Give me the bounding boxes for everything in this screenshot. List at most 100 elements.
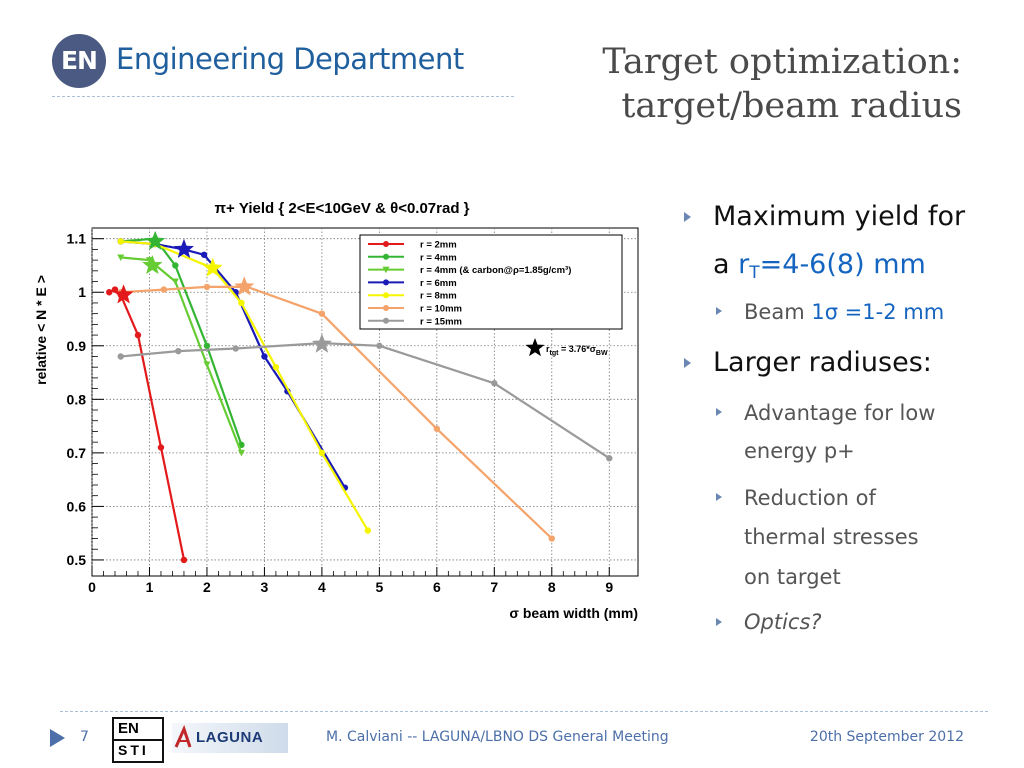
series-point	[261, 353, 268, 360]
series-point	[606, 455, 613, 462]
y-tick-label: 0.7	[67, 445, 87, 461]
laguna-logo: LAGUNA	[172, 723, 288, 753]
en-sti-logo-top: EN	[118, 720, 139, 737]
en-sti-logo: EN STI	[112, 717, 164, 763]
optimum-star-icon	[311, 333, 333, 353]
series-point	[237, 449, 245, 457]
slide-title: Target optimization: target/beam radius	[542, 40, 962, 128]
y-tick-label: 1	[78, 284, 86, 300]
sub-bullet-arrow-icon	[716, 493, 722, 501]
legend-label: r = 15mm	[420, 316, 462, 327]
en-sti-logo-divider	[114, 739, 162, 741]
sub-bullet-arrow-icon	[716, 408, 722, 416]
optimum-star-icon	[113, 284, 134, 304]
x-tick-label: 9	[605, 579, 613, 595]
bullet-optics: Optics?	[744, 610, 822, 634]
legend-swatch-marker	[383, 317, 389, 324]
series-point	[318, 449, 326, 457]
series-point	[376, 342, 383, 349]
legend-swatch-marker	[383, 305, 389, 311]
x-tick-label: 8	[548, 579, 556, 595]
laguna-logo-text: LAGUNA	[196, 729, 264, 746]
series-point	[548, 535, 555, 542]
legend-label: r = 6mm	[420, 278, 457, 289]
bullet-advantage-line1: Advantage for low	[744, 401, 936, 425]
y-tick-label: 0.5	[67, 552, 87, 568]
series-point	[203, 283, 211, 291]
bullet-max-yield-line1: Maximum yield for	[713, 201, 966, 232]
series-point	[157, 444, 165, 451]
chart-title: π+ Yield { 2<E<10GeV & θ<0.07rad }	[214, 200, 469, 217]
x-tick-label: 3	[261, 579, 269, 595]
series-point	[318, 310, 326, 317]
bullet-reduction-line2: thermal stresses	[744, 525, 919, 549]
legend-label: r = 4mm (& carbon@ρ=1.85g/cm³)	[420, 265, 571, 276]
bullet-arrow-icon	[684, 212, 691, 222]
legend-swatch-marker	[383, 292, 389, 299]
optimum-star-icon	[173, 238, 195, 259]
bullet-reduction-line3: on target	[744, 565, 841, 589]
optimum-markers	[113, 230, 333, 353]
series-point	[491, 380, 498, 387]
x-tick-label: 5	[375, 579, 383, 595]
x-tick-label: 2	[203, 579, 211, 595]
footer-arrow-icon	[50, 729, 65, 747]
series-point	[117, 238, 124, 245]
x-axis-label: σ beam width (mm)	[509, 605, 638, 621]
footer-date: 20th September 2012	[809, 729, 964, 745]
bullet-advantage-line2: energy p+	[744, 439, 855, 463]
x-tick-label: 7	[490, 579, 498, 595]
legend-swatch-marker	[383, 279, 389, 286]
series-point	[232, 345, 239, 352]
legend-label: r = 8mm	[420, 291, 457, 302]
annotation-star-icon	[525, 338, 545, 357]
x-tick-label: 4	[318, 579, 326, 595]
y-tick-label: 0.9	[67, 338, 87, 354]
x-tick-label: 0	[88, 579, 96, 595]
series-point	[364, 527, 372, 534]
bullet-larger-radiuses: Larger radiuses:	[713, 347, 932, 378]
header-divider	[52, 96, 514, 97]
sub-bullet-arrow-icon	[716, 307, 722, 315]
bullet-reduction-line1: Reduction of	[744, 486, 876, 510]
series-point	[433, 425, 441, 432]
annotation-text: rtgt = 3.76*σBW	[546, 344, 608, 357]
series-point	[180, 556, 188, 564]
legend-label: r = 4mm	[420, 252, 457, 263]
legend-label: r = 2mm	[420, 240, 457, 251]
slide-title-line-2: target/beam radius	[621, 86, 962, 126]
annotation-rtgt: rtgt = 3.76*σBW	[525, 338, 608, 357]
y-tick-label: 0.8	[67, 391, 87, 407]
series-point	[200, 251, 208, 258]
legend-swatch-marker	[382, 266, 390, 274]
y-tick-label: 1.1	[67, 231, 87, 247]
legend-swatch-marker	[383, 253, 389, 260]
series-point	[238, 299, 245, 307]
series-point	[175, 347, 182, 355]
legend-swatch-marker	[383, 241, 389, 247]
bullet-arrow-icon	[684, 358, 691, 368]
series-point	[172, 262, 179, 269]
series-point	[134, 331, 142, 339]
series-point	[203, 361, 211, 369]
laguna-logo-mark	[174, 724, 192, 748]
series-point	[160, 286, 168, 293]
x-tick-label: 1	[146, 579, 154, 595]
plot-frame	[91, 227, 639, 577]
page-number: 7	[80, 729, 89, 745]
legend-label: r = 10mm	[420, 304, 462, 315]
y-axis-label: relative < N * E >	[33, 275, 49, 385]
en-logo	[52, 34, 106, 88]
footer-divider	[60, 711, 988, 712]
optimum-star-icon	[145, 230, 166, 251]
optimum-star-icon	[234, 276, 255, 296]
department-name: Engineering Department	[116, 42, 464, 76]
series-point	[117, 353, 124, 360]
series-point	[111, 286, 119, 293]
series-point	[117, 254, 125, 261]
axes: 0 1 2 3 4 5 6 7 8 9 0.5 0.6 0.7 0.8 0.9 1 1.1	[67, 231, 614, 595]
en-sti-logo-bottom: STI	[118, 742, 149, 758]
footer-meeting-text: M. Calviani -- LAGUNA/LBNO DS General Me…	[326, 729, 669, 745]
optimum-star-icon	[142, 254, 163, 275]
